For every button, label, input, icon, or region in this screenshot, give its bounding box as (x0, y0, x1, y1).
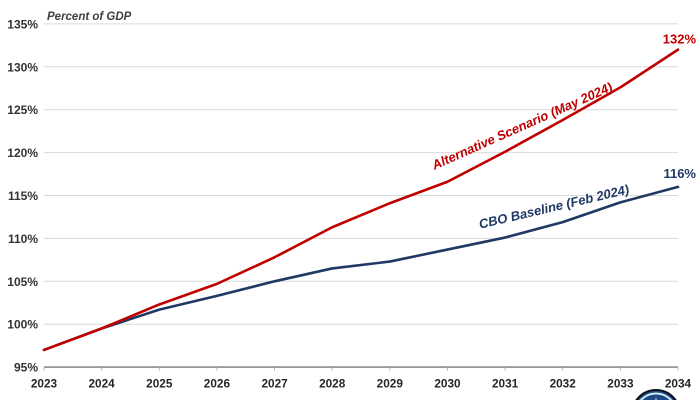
svg-text:2025: 2025 (146, 377, 173, 391)
svg-text:2023: 2023 (31, 377, 58, 391)
svg-text:Percent of GDP: Percent of GDP (47, 11, 132, 23)
svg-text:2028: 2028 (319, 377, 346, 391)
svg-text:2031: 2031 (492, 377, 519, 391)
svg-text:132%: 132% (663, 32, 697, 47)
svg-text:100%: 100% (7, 318, 38, 332)
svg-text:2027: 2027 (261, 377, 288, 391)
svg-text:2034: 2034 (665, 377, 692, 391)
svg-text:105%: 105% (7, 275, 38, 289)
svg-text:2024: 2024 (88, 377, 115, 391)
svg-text:2033: 2033 (607, 377, 634, 391)
svg-text:135%: 135% (7, 17, 38, 31)
svg-text:2030: 2030 (434, 377, 461, 391)
svg-text:2029: 2029 (377, 377, 404, 391)
svg-text:116%: 116% (663, 166, 696, 181)
svg-text:115%: 115% (8, 189, 38, 203)
svg-text:130%: 130% (7, 60, 38, 74)
svg-text:125%: 125% (7, 103, 38, 117)
svg-text:2032: 2032 (550, 377, 577, 391)
svg-text:95%: 95% (14, 361, 38, 375)
svg-text:110%: 110% (8, 232, 38, 246)
svg-text:120%: 120% (7, 146, 38, 160)
svg-text:Alternative Scenario (May 2024: Alternative Scenario (May 2024) (429, 79, 615, 173)
svg-text:2026: 2026 (204, 377, 231, 391)
